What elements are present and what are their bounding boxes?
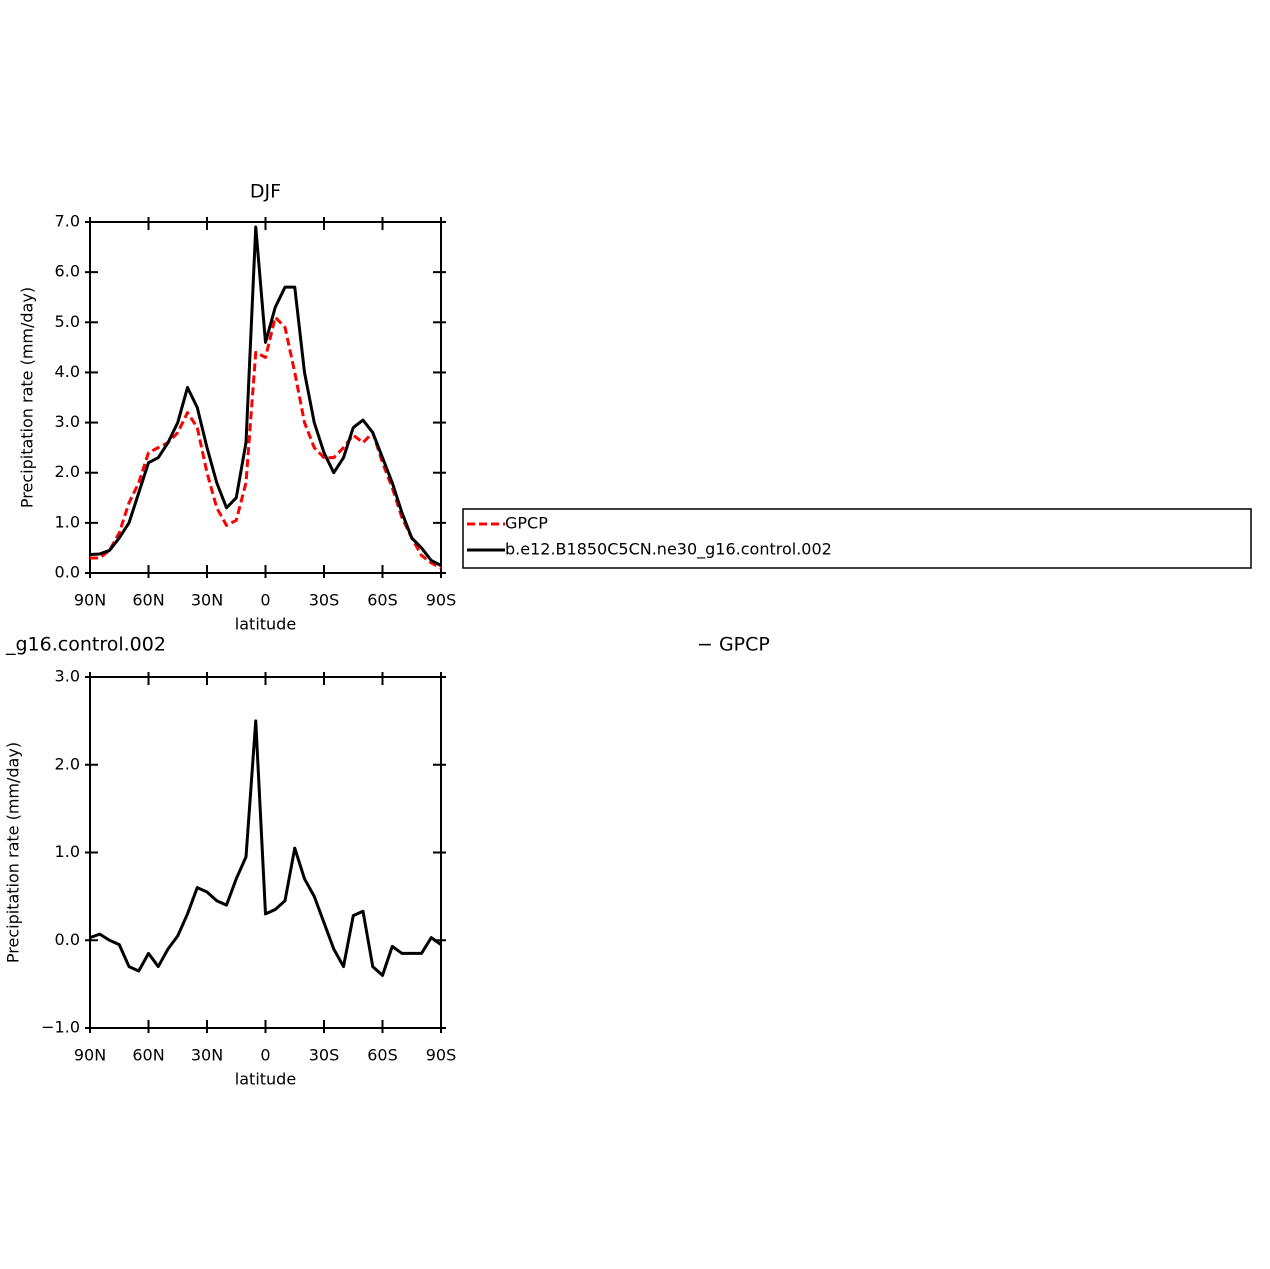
y-tick-label: 7.0 [55, 212, 80, 231]
x-tick-label: 60N [132, 1046, 164, 1065]
y-tick-label: 4.0 [55, 362, 80, 381]
x-tick-label: 90N [74, 591, 106, 610]
x-tick-label: 30S [309, 591, 340, 610]
y-tick-label: 1.0 [55, 512, 80, 531]
legend-box [462, 508, 1252, 569]
plot-frame [89, 676, 442, 1029]
y-tick-label: 5.0 [55, 312, 80, 331]
y-axis-label: Precipitation rate (mm/day) [4, 742, 23, 963]
x-tick-label: 30S [309, 1046, 340, 1065]
legend-label: b.e12.B1850C5CN.ne30_g16.control.002 [505, 540, 832, 560]
x-tick-label: 30N [191, 591, 223, 610]
y-tick-label: 1.0 [55, 842, 80, 861]
y-tick-label: 0.0 [55, 930, 80, 949]
x-axis-label: latitude [235, 1070, 296, 1089]
chart-title: − GPCP [697, 634, 770, 656]
y-tick-label: 3.0 [55, 412, 80, 431]
data-line [89, 719, 442, 977]
x-tick-label: 90S [426, 591, 457, 610]
y-tick-label: 3.0 [55, 667, 80, 686]
y-tick-label: 2.0 [55, 754, 80, 773]
y-tick-label: −1.0 [41, 1018, 80, 1037]
data-line [89, 225, 442, 567]
chart-title: _g16.control.002 [5, 634, 166, 656]
y-tick-label: 2.0 [55, 462, 80, 481]
x-tick-label: 0 [260, 1046, 270, 1065]
x-axis-label: latitude [235, 615, 296, 634]
x-tick-label: 60S [367, 591, 398, 610]
y-tick-label: 6.0 [55, 262, 80, 281]
legend-label: GPCP [505, 514, 548, 533]
data-line [90, 315, 442, 570]
x-tick-label: 90N [74, 1046, 106, 1065]
y-tick-label: 0.0 [55, 563, 80, 582]
x-tick-label: 60N [132, 591, 164, 610]
x-tick-label: 60S [367, 1046, 398, 1065]
y-axis-label: Precipitation rate (mm/day) [18, 287, 37, 508]
x-tick-label: 30N [191, 1046, 223, 1065]
chart-title: DJF [250, 181, 281, 203]
x-tick-label: 90S [426, 1046, 457, 1065]
x-tick-label: 0 [260, 591, 270, 610]
plot-frame [89, 221, 442, 574]
